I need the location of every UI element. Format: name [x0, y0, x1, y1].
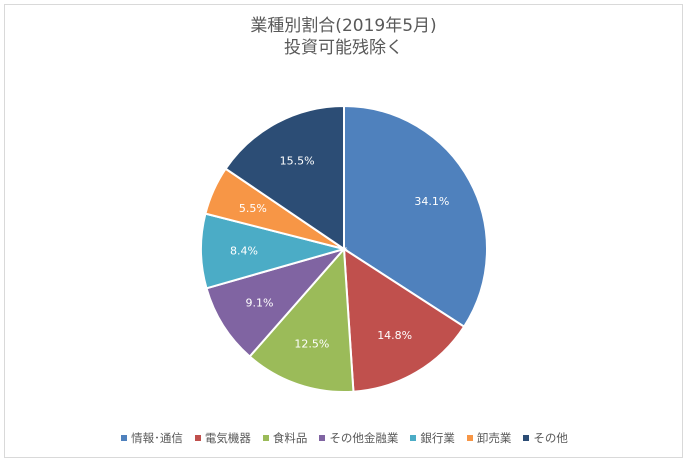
- legend-item-0: 情報･通信: [121, 430, 183, 446]
- legend-swatch-1: [194, 435, 201, 441]
- data-label-0: 34.1%: [414, 195, 449, 208]
- legend-label-6: その他: [533, 431, 568, 445]
- pie-slice-2: [248, 246, 355, 393]
- legend-item-6: その他: [523, 430, 568, 446]
- legend-swatch-5: [466, 435, 473, 441]
- legend-swatch-4: [410, 435, 417, 441]
- legend-swatch-3: [319, 435, 326, 441]
- data-label-1: 14.8%: [377, 329, 412, 342]
- data-label-3: 9.1%: [246, 296, 274, 309]
- legend-label-5: 卸売業: [476, 431, 512, 445]
- legend-label-4: 銀行業: [420, 431, 455, 445]
- legend-swatch-6: [523, 435, 530, 441]
- legend-swatch-2: [262, 435, 269, 441]
- legend-label-2: 食料品: [272, 431, 308, 445]
- chart-title: 業種別割合(2019年5月) 投資可能残除く: [5, 15, 682, 59]
- legend-item-5: 卸売業: [466, 430, 512, 446]
- legend-item-2: 食料品: [262, 430, 308, 446]
- legend-label-0: 情報･通信: [131, 431, 183, 445]
- legend: 情報･通信 電気機器 食料品 その他金融業 銀行業 卸売業 その他: [0, 430, 689, 446]
- legend-swatch-0: [121, 435, 128, 441]
- legend-item-1: 電気機器: [194, 430, 251, 446]
- legend-item-4: 銀行業: [410, 430, 455, 446]
- data-label-2: 12.5%: [294, 338, 329, 351]
- data-label-6: 15.5%: [280, 155, 315, 168]
- legend-item-3: その他金融業: [319, 430, 398, 446]
- data-label-4: 8.4%: [230, 244, 258, 257]
- pie-slice-1: [342, 247, 466, 393]
- pie-slice-3: [205, 247, 347, 358]
- data-label-5: 5.5%: [239, 202, 267, 215]
- legend-label-1: 電気機器: [204, 431, 251, 445]
- pie-slice-6: [224, 104, 345, 251]
- chart-title-line-2: 投資可能残除く: [284, 38, 403, 58]
- chart-title-line-1: 業種別割合(2019年5月): [250, 16, 437, 36]
- legend-label-3: その他金融業: [329, 431, 399, 445]
